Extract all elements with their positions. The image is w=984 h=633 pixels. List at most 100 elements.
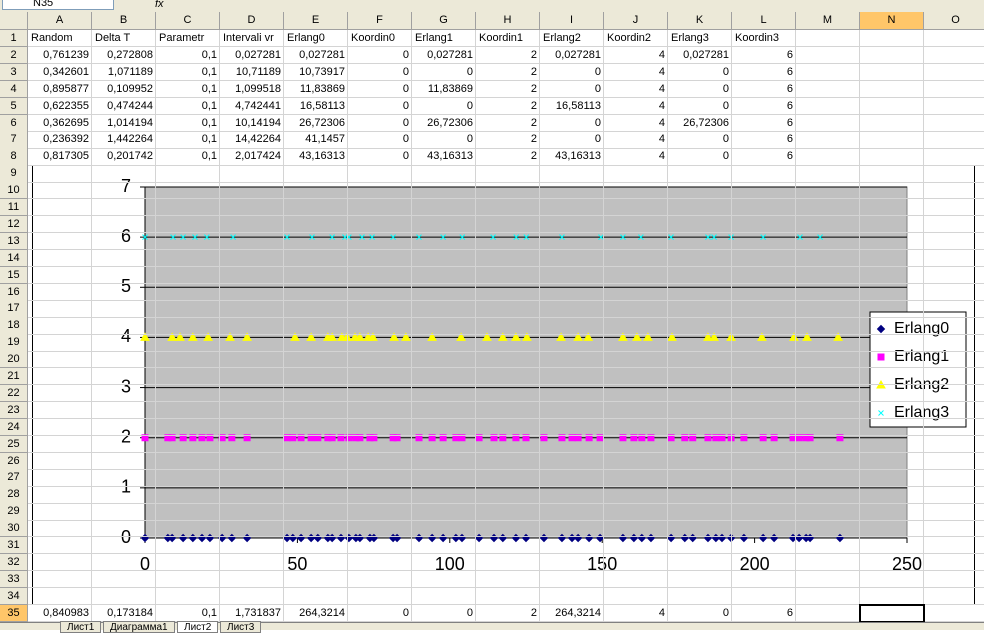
cell-grid[interactable] xyxy=(796,368,860,386)
cell[interactable]: 0 xyxy=(402,82,409,95)
cell-grid[interactable] xyxy=(92,232,156,251)
cell-grid[interactable] xyxy=(220,148,284,166)
cell-grid[interactable] xyxy=(924,402,984,420)
column-header[interactable]: D xyxy=(220,12,284,30)
cell-grid[interactable] xyxy=(156,80,220,99)
cell-grid[interactable] xyxy=(540,232,604,251)
cell-grid[interactable] xyxy=(476,148,540,166)
cell-grid[interactable] xyxy=(92,384,156,403)
cell-grid[interactable] xyxy=(732,80,796,99)
cell-grid[interactable] xyxy=(540,97,604,115)
cell-grid[interactable] xyxy=(860,80,924,99)
cell[interactable]: 0 xyxy=(722,606,729,619)
cell-grid[interactable] xyxy=(732,520,796,538)
cell-grid[interactable] xyxy=(348,300,412,318)
cell-grid[interactable] xyxy=(92,215,156,234)
cell-grid[interactable] xyxy=(668,401,732,420)
cell-grid[interactable] xyxy=(540,317,604,335)
cell[interactable]: 0,1 xyxy=(201,99,217,112)
cell-grid[interactable] xyxy=(28,97,92,115)
cell-grid[interactable] xyxy=(924,486,984,504)
cell-grid[interactable] xyxy=(540,537,604,555)
cell-grid[interactable] xyxy=(156,215,220,234)
cell-grid[interactable] xyxy=(92,148,156,166)
cell-grid[interactable] xyxy=(796,46,860,65)
cell[interactable]: 4 xyxy=(658,606,665,619)
column-header[interactable]: K xyxy=(668,12,732,30)
cell-grid[interactable] xyxy=(924,233,984,251)
cell-grid[interactable] xyxy=(860,63,924,82)
cell-grid[interactable] xyxy=(92,368,156,386)
cell-grid[interactable] xyxy=(412,537,476,555)
cell-grid[interactable] xyxy=(540,148,604,166)
cell-grid[interactable] xyxy=(156,418,220,437)
cell-grid[interactable] xyxy=(220,30,284,48)
cell-grid[interactable] xyxy=(284,587,348,606)
cell-grid[interactable] xyxy=(28,503,92,521)
cell-grid[interactable] xyxy=(156,469,220,487)
cell-grid[interactable] xyxy=(284,520,348,538)
row-header[interactable]: 33 xyxy=(0,570,28,589)
cell-grid[interactable] xyxy=(540,401,604,420)
cell-grid[interactable] xyxy=(540,452,604,470)
cell-grid[interactable] xyxy=(92,46,156,65)
cell-grid[interactable] xyxy=(156,63,220,82)
cell[interactable]: 0,840983 xyxy=(43,606,89,619)
cell-grid[interactable] xyxy=(220,587,284,606)
selected-cell[interactable] xyxy=(859,603,925,624)
cell-grid[interactable] xyxy=(604,30,668,48)
cell-grid[interactable] xyxy=(860,537,924,555)
cell-grid[interactable] xyxy=(220,97,284,115)
cell[interactable]: 0 xyxy=(466,65,473,78)
cell[interactable]: Delta T xyxy=(95,32,131,44)
cell-grid[interactable] xyxy=(348,452,412,470)
cell-grid[interactable] xyxy=(348,80,412,99)
cell[interactable]: 43,16313 xyxy=(299,150,345,163)
cell-grid[interactable] xyxy=(412,30,476,48)
cell[interactable]: 0,1 xyxy=(201,82,217,95)
cell-grid[interactable] xyxy=(220,63,284,82)
cell-grid[interactable] xyxy=(220,469,284,487)
cell[interactable]: 0,1 xyxy=(201,116,217,129)
cell-grid[interactable] xyxy=(348,63,412,82)
cell-grid[interactable] xyxy=(860,452,924,470)
cell-grid[interactable] xyxy=(28,384,92,403)
cell-grid[interactable] xyxy=(732,537,796,555)
cell[interactable]: 4 xyxy=(658,99,665,112)
cell-grid[interactable] xyxy=(860,131,924,149)
cell-grid[interactable] xyxy=(284,30,348,48)
cell[interactable]: 1,731837 xyxy=(235,606,281,619)
cell-grid[interactable] xyxy=(604,46,668,65)
cell-grid[interactable] xyxy=(540,368,604,386)
cell[interactable]: 2 xyxy=(530,606,537,619)
cell-grid[interactable] xyxy=(796,486,860,504)
cell-grid[interactable] xyxy=(348,553,412,572)
cell-grid[interactable] xyxy=(412,604,476,622)
cell[interactable]: 0,1 xyxy=(201,65,217,78)
cell-grid[interactable] xyxy=(732,97,796,115)
row-header[interactable]: 24 xyxy=(0,418,28,437)
cell[interactable]: 0 xyxy=(466,133,473,146)
cell[interactable]: 0,1 xyxy=(201,606,217,619)
cell-grid[interactable] xyxy=(860,283,924,301)
cell[interactable]: 6 xyxy=(786,99,793,112)
cell-grid[interactable] xyxy=(668,553,732,572)
cell-grid[interactable] xyxy=(924,469,984,487)
row-header[interactable]: 9 xyxy=(0,165,28,183)
row-header[interactable]: 4 xyxy=(0,80,28,99)
cell-grid[interactable] xyxy=(924,98,984,115)
cell-grid[interactable] xyxy=(348,604,412,622)
cell-grid[interactable] xyxy=(412,266,476,284)
cell-grid[interactable] xyxy=(796,317,860,335)
cell-grid[interactable] xyxy=(796,148,860,166)
cell-grid[interactable] xyxy=(668,418,732,437)
cell[interactable]: Koordin3 xyxy=(735,32,780,44)
cell[interactable]: 26,72306 xyxy=(299,116,345,129)
cell-grid[interactable] xyxy=(860,401,924,420)
cell-grid[interactable] xyxy=(796,334,860,352)
cell[interactable]: 0 xyxy=(722,82,729,95)
column-header[interactable]: M xyxy=(796,12,860,30)
cell[interactable]: 10,73917 xyxy=(299,65,345,78)
cell-grid[interactable] xyxy=(540,520,604,538)
cell-grid[interactable] xyxy=(796,266,860,284)
